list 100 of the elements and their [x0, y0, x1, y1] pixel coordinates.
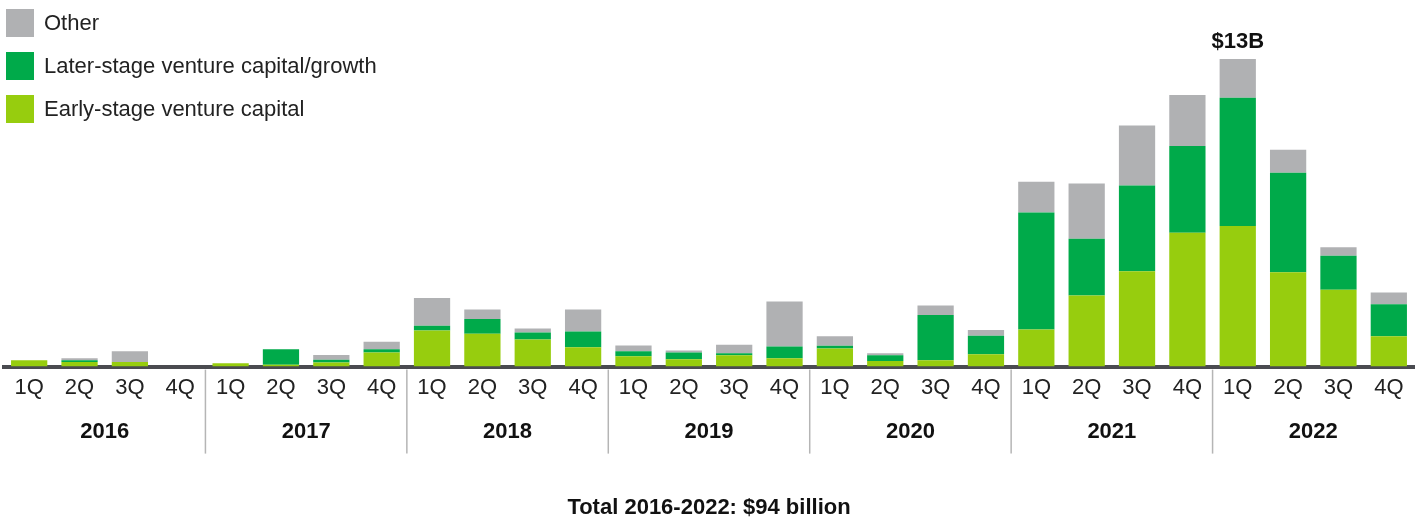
bar: [967, 330, 1005, 336]
x-tick-label: 1Q: [417, 373, 447, 399]
bar: [262, 349, 300, 365]
x-tick-label: 1Q: [1223, 373, 1253, 399]
text: 2021: [1087, 417, 1137, 443]
bar: [665, 352, 702, 360]
x-tick-label: 2Q: [266, 373, 296, 399]
bar: [867, 355, 904, 362]
bar: [816, 336, 854, 346]
bar: [564, 331, 602, 348]
annotation: $13B: [1211, 28, 1265, 54]
x-tick-label: 4Q: [971, 373, 1001, 399]
bar: [413, 330, 451, 367]
bar: [564, 309, 602, 332]
x-axis-title: Total 2016-2022: $94 billion: [567, 494, 851, 520]
bar: [413, 298, 451, 326]
bar: [1219, 59, 1256, 98]
bar: [1219, 226, 1256, 367]
bar: [917, 360, 954, 367]
bar: [615, 345, 652, 352]
x-tick-label: 3Q: [920, 373, 951, 399]
bar: [1219, 97, 1256, 227]
bar: [111, 351, 149, 362]
bar: [464, 333, 501, 367]
x-tick-label: 4Q: [367, 373, 397, 399]
x-tick-label: 1Q: [14, 373, 44, 399]
bar: [11, 360, 48, 367]
bar: [816, 348, 854, 367]
bar: [1169, 232, 1206, 367]
bar: [514, 332, 551, 340]
bar: [1320, 247, 1357, 256]
bar: [766, 358, 803, 367]
bar: [917, 314, 954, 361]
x-tick-label: 2Q: [467, 373, 498, 399]
bar: [967, 335, 1005, 355]
x-tick-label: 3Q: [316, 373, 346, 399]
x-tick-label: 1Q: [618, 373, 649, 399]
bar: [615, 356, 652, 367]
x-tick-label: 3Q: [1323, 373, 1354, 399]
bar: [967, 354, 1005, 367]
bar: [1320, 289, 1357, 367]
bar: [212, 363, 249, 367]
legend-label: Later-stage venture capital/growth: [44, 52, 377, 79]
x-tick-label: 2Q: [1273, 373, 1303, 399]
x-tick-label: 4Q: [769, 373, 800, 399]
bar: [514, 339, 551, 367]
bar: [766, 301, 803, 347]
bar: [1269, 172, 1307, 273]
x-tick-label: 4Q: [568, 373, 598, 399]
x-tick-label: 4Q: [1172, 373, 1203, 399]
x-tick-label: 3Q: [719, 373, 749, 399]
bar: [464, 318, 501, 334]
x-tick-label: 2Q: [64, 373, 95, 399]
bar: [1269, 272, 1307, 367]
bar: [313, 359, 350, 363]
bar: [1320, 255, 1357, 290]
x-tick-label: 3Q: [1122, 373, 1152, 399]
bar: [363, 349, 400, 353]
text: 2020: [885, 417, 935, 443]
bar: [1118, 271, 1156, 367]
bar: [1018, 329, 1055, 367]
legend-label: Other: [44, 9, 100, 36]
bar: [1118, 185, 1156, 272]
bar: [363, 352, 400, 367]
x-tick-label: 4Q: [1374, 373, 1404, 399]
bar: [464, 309, 501, 319]
bar: [716, 344, 753, 354]
bar: [1068, 183, 1105, 239]
bar: [514, 328, 551, 333]
bar: [615, 351, 652, 357]
bar: [766, 346, 803, 359]
bar: [867, 361, 904, 367]
bar: [1018, 181, 1055, 213]
text: 2018: [483, 417, 533, 443]
bar: [363, 341, 400, 350]
bar: [413, 325, 451, 331]
x-tick-label: 3Q: [115, 373, 145, 399]
bar: [1370, 304, 1407, 337]
x-tick-label: 2Q: [669, 373, 699, 399]
bar: [1068, 295, 1105, 367]
text: 2022: [1288, 417, 1338, 443]
bar: [917, 305, 954, 315]
text: 2016: [80, 417, 130, 443]
bar: [1370, 336, 1407, 367]
bar: [1118, 125, 1156, 186]
bar: [665, 359, 702, 367]
x-tick-label: 3Q: [518, 373, 548, 399]
x-tick-label: 1Q: [1021, 373, 1051, 399]
x-tick-label: 1Q: [820, 373, 850, 399]
x-tick-label: 2Q: [1072, 373, 1102, 399]
bar: [1269, 149, 1307, 173]
legend-label: Early-stage venture capital: [44, 95, 305, 122]
bar: [1370, 292, 1407, 305]
bar: [564, 347, 602, 367]
x-tick-label: 1Q: [215, 373, 246, 399]
text: 2017: [281, 417, 331, 443]
bar: [1018, 212, 1055, 330]
bar: [1169, 146, 1206, 233]
x-tick-label: 2Q: [870, 373, 900, 399]
x-tick-label: 4Q: [165, 373, 195, 399]
